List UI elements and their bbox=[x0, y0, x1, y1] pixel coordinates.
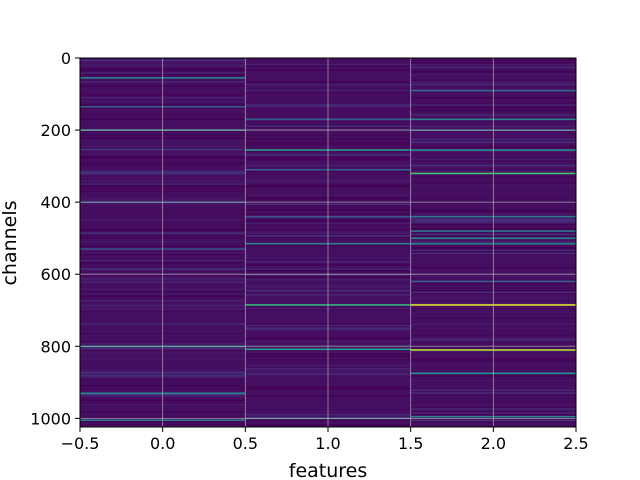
y-tick-label: 600 bbox=[40, 265, 71, 284]
y-tick-label: 0 bbox=[61, 49, 71, 68]
y-tick-label: 400 bbox=[40, 193, 71, 212]
y-tick-label: 1000 bbox=[30, 409, 71, 428]
x-axis-label: features bbox=[289, 460, 368, 480]
x-tick-label: 0.0 bbox=[150, 434, 175, 453]
x-tick-label: −0.5 bbox=[61, 434, 100, 453]
x-tick-label: 1.5 bbox=[398, 434, 423, 453]
x-tick-label: 0.5 bbox=[233, 434, 258, 453]
x-tick-label: 2.0 bbox=[481, 434, 506, 453]
x-tick-label: 2.5 bbox=[563, 434, 588, 453]
y-axis-label: channels bbox=[0, 200, 21, 285]
y-tick-label: 200 bbox=[40, 121, 71, 140]
y-tick-label: 800 bbox=[40, 337, 71, 356]
x-tick-label: 1.0 bbox=[315, 434, 340, 453]
x-axis-ticks: −0.5 0.0 0.5 1.0 1.5 2.0 2.5 bbox=[61, 427, 589, 453]
y-axis-ticks: 0 200 400 600 800 1000 bbox=[30, 49, 80, 428]
